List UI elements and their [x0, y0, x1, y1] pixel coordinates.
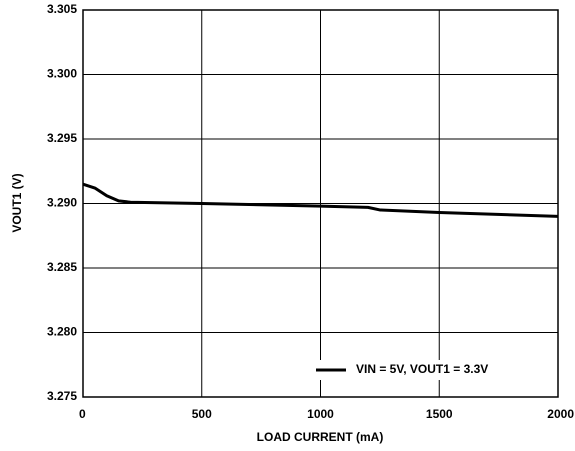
plot-frame	[82, 9, 559, 398]
x-tick-label: 1500	[426, 407, 453, 421]
y-tick-label: 3.275	[47, 389, 77, 403]
legend-bg	[310, 360, 550, 380]
y-tick-label: 3.305	[47, 2, 77, 16]
legend-label: VIN = 5V, VOUT1 = 3.3V	[356, 362, 488, 376]
y-tick-label: 3.280	[47, 325, 77, 339]
x-tick-label: 1000	[307, 407, 334, 421]
x-tick-label: 2000	[547, 407, 574, 421]
y-tick-label: 3.285	[47, 260, 77, 274]
y-tick-label: 3.290	[47, 196, 77, 210]
y-tick-label: 3.300	[47, 67, 77, 81]
y-tick-label: 3.295	[47, 131, 77, 145]
x-tick-label: 0	[79, 407, 86, 421]
data-line	[82, 182, 559, 218]
x-tick-label: 500	[192, 407, 212, 421]
x-axis-label: LOAD CURRENT (mA)	[257, 430, 384, 444]
y-axis-label: VOUT1 (V)	[10, 173, 24, 232]
